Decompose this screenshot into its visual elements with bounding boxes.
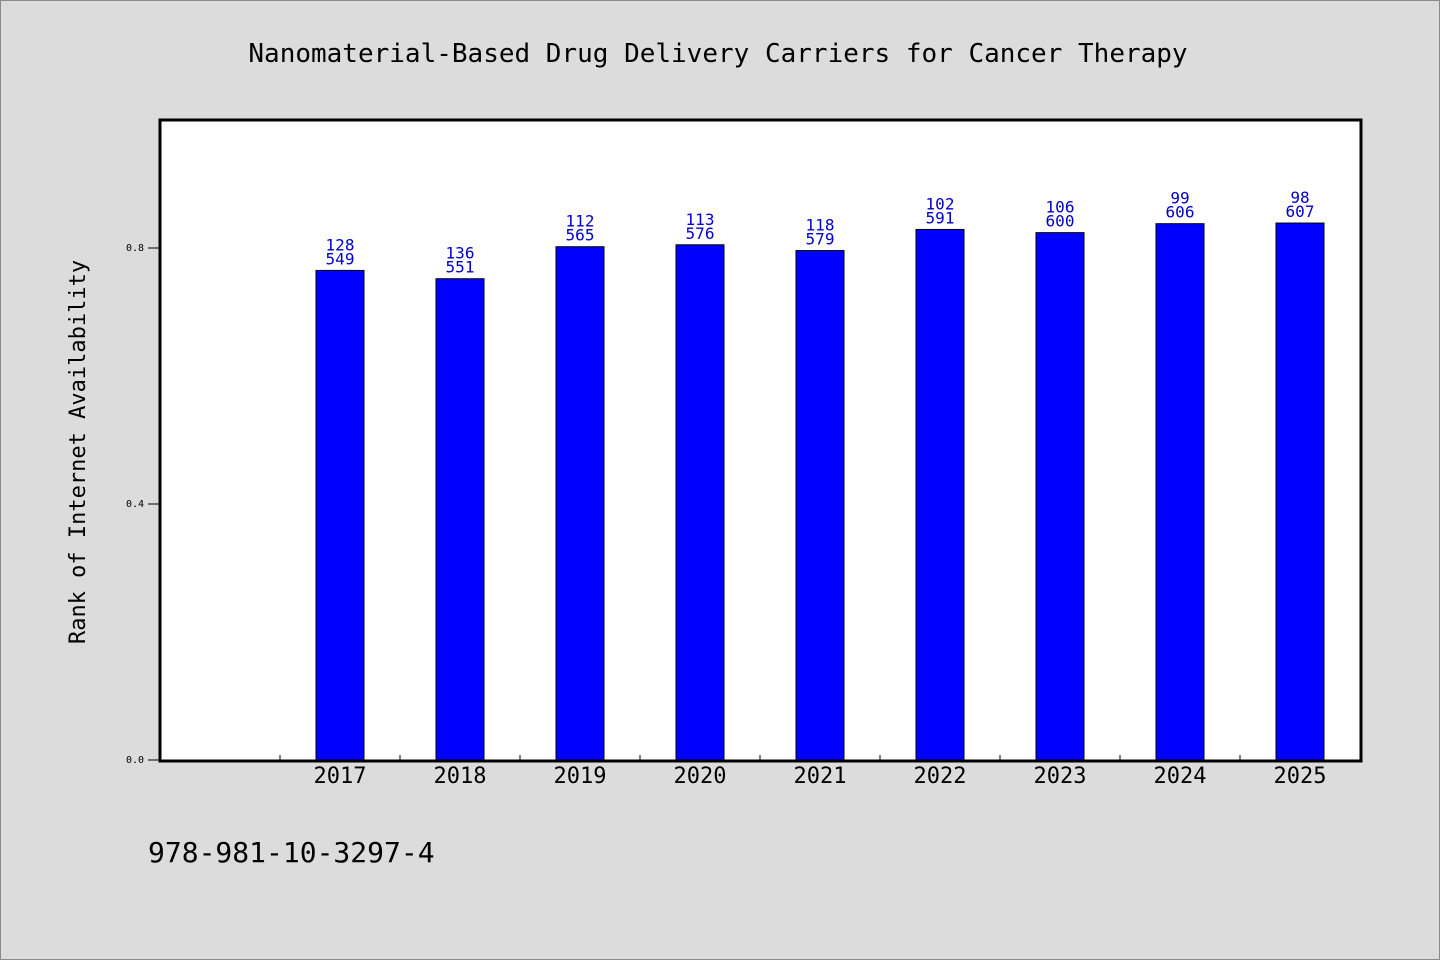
y-tick-label: 0.4 [126, 499, 144, 510]
bar-label-bottom-2019: 565 [566, 226, 595, 245]
x-tick-label-2021: 2021 [794, 764, 847, 789]
bar-2017 [315, 269, 365, 761]
y-axis-label: Rank of Internet Availability [66, 260, 91, 644]
bar-label-top-2024: 99 [1170, 189, 1189, 208]
chart-title: Nanomaterial-Based Drug Delivery Carrier… [248, 39, 1187, 69]
bar-label-bottom-2017: 549 [326, 249, 355, 268]
bar-label-top-2019: 112 [566, 212, 595, 231]
bar-label-bottom-2023: 600 [1046, 212, 1075, 231]
bar-label-top-2017: 128 [326, 235, 355, 254]
bar-label-top-2025: 98 [1290, 188, 1309, 207]
bar-label-bottom-2018: 551 [446, 258, 475, 277]
y-tick-label: 0.0 [126, 755, 144, 766]
bar-label-bottom-2020: 576 [686, 224, 715, 243]
bar-2023 [1035, 232, 1085, 761]
bar-2020 [675, 244, 725, 761]
y-tick-label: 0.8 [126, 243, 144, 254]
bar-label-bottom-2021: 579 [806, 230, 835, 249]
bar-2018 [435, 278, 485, 761]
x-tick-label-2024: 2024 [1154, 764, 1207, 789]
isbn-footer: 978-981-10-3297-4 [148, 836, 435, 869]
bar-label-top-2020: 113 [686, 210, 715, 229]
bar-label-top-2022: 102 [926, 194, 955, 213]
x-tick-label-2023: 2023 [1034, 764, 1087, 789]
bar-label-bottom-2025: 607 [1286, 202, 1315, 221]
bar-series [315, 222, 1325, 761]
bar-2019 [555, 246, 605, 761]
bar-label-top-2021: 118 [806, 216, 835, 235]
x-tick-label-2017: 2017 [314, 764, 367, 789]
bar-2022 [915, 228, 965, 761]
x-tick-label-2020: 2020 [674, 764, 727, 789]
bar-2024 [1155, 223, 1205, 761]
bar-label-bottom-2024: 606 [1166, 203, 1195, 222]
x-axis: 2017 2018 2019 2020 2021 2022 2023 2024 2025 [279, 755, 1361, 789]
bar-label-top-2023: 106 [1046, 198, 1075, 217]
bar-label-top-2018: 136 [446, 244, 475, 263]
x-tick-label-2019: 2019 [554, 764, 607, 789]
x-tick-label-2018: 2018 [434, 764, 487, 789]
x-tick-label-2025: 2025 [1274, 764, 1327, 789]
bar-label-bottom-2022: 591 [926, 208, 955, 227]
y-axis: 0.0 0.4 0.8 [126, 243, 160, 766]
x-tick-label-2022: 2022 [914, 764, 967, 789]
bar-2025 [1275, 222, 1325, 761]
bar-2021 [795, 250, 845, 761]
